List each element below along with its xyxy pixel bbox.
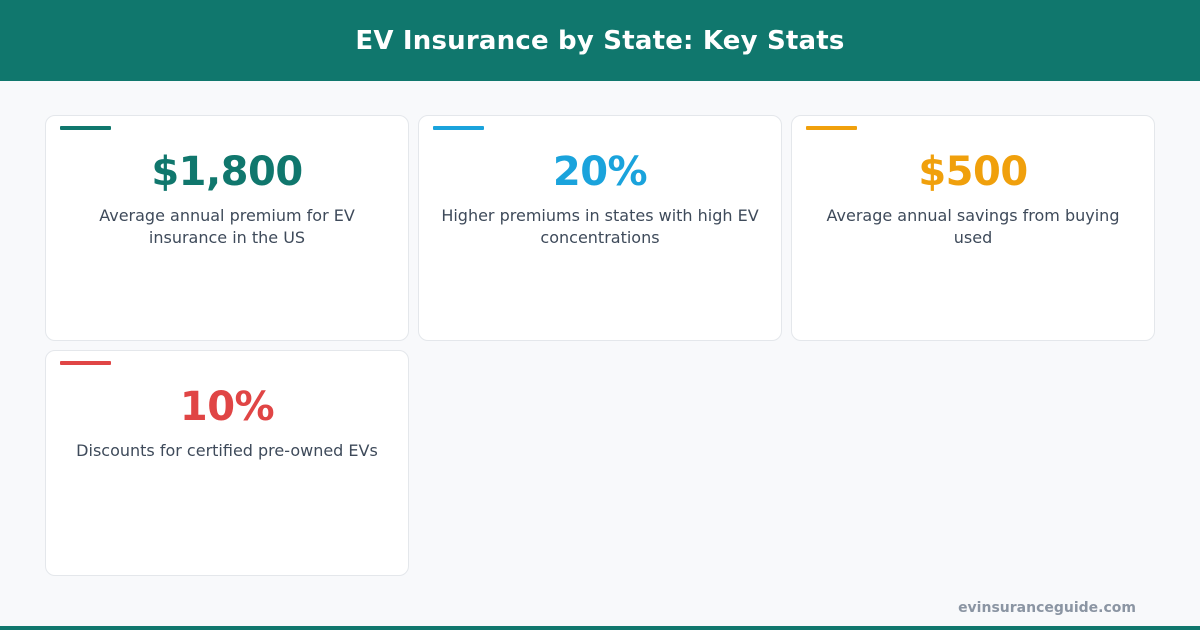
stat-card-average-premium: $1,800 Average annual premium for EV ins… — [45, 115, 409, 341]
stat-label: Average annual savings from buying used — [826, 206, 1120, 247]
card-accent-bar — [806, 126, 857, 130]
stat-label: Average annual premium for EV insurance … — [99, 206, 355, 247]
stat-value: 20% — [552, 149, 648, 195]
site-url: evinsuranceguide.com — [958, 600, 1136, 616]
page-title: EV Insurance by State: Key Stats — [355, 25, 845, 56]
footer-bar — [0, 626, 1200, 630]
header-banner: EV Insurance by State: Key Stats — [0, 0, 1200, 81]
stat-card-higher-premiums: 20% Higher premiums in states with high … — [418, 115, 782, 341]
stat-value: $1,800 — [151, 149, 303, 195]
stat-card-used-savings: $500 Average annual savings from buying … — [791, 115, 1155, 341]
stat-card-cpo-discounts: 10% Discounts for certified pre-owned EV… — [45, 350, 409, 576]
card-accent-bar — [60, 361, 111, 365]
stat-label: Higher premiums in states with high EV c… — [441, 206, 759, 247]
stat-value: $500 — [918, 149, 1028, 195]
card-accent-bar — [433, 126, 484, 130]
card-accent-bar — [60, 126, 111, 130]
stat-value: 10% — [179, 384, 275, 430]
stat-label: Discounts for certified pre-owned EVs — [76, 441, 378, 460]
